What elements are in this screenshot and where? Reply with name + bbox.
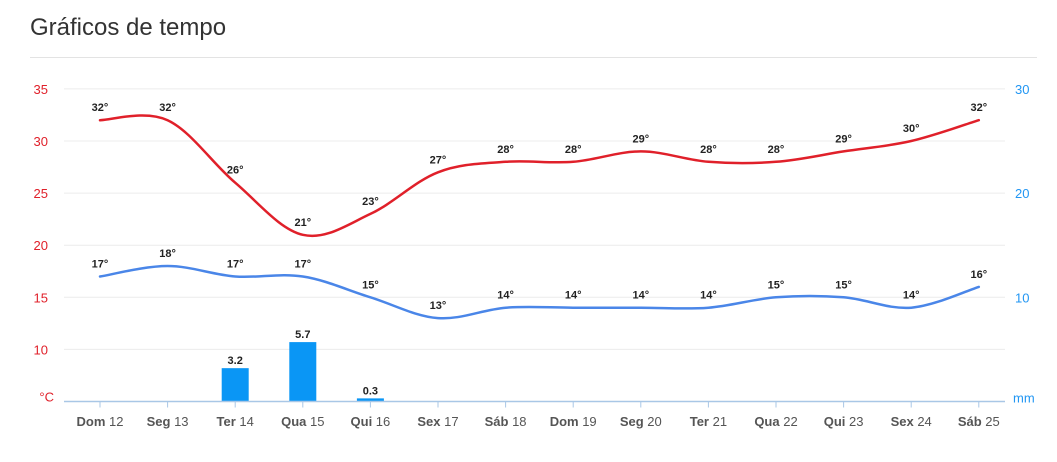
x-axis-label-day: Qui: [351, 414, 373, 429]
x-axis-label-date: 17: [441, 414, 459, 429]
y-left-tick-label: 35: [34, 82, 48, 97]
max-temp-label: 23°: [362, 196, 379, 208]
x-axis-label-day: Dom: [550, 414, 579, 429]
y-right-tick-label: 10: [1015, 290, 1029, 305]
precip-bar: [221, 368, 249, 402]
x-axis-label: Qui 16: [351, 414, 391, 429]
max-temp-label: 21°: [294, 217, 311, 229]
x-axis-label-day: Seg: [620, 414, 644, 429]
min-temp-label: 17°: [227, 258, 244, 270]
x-axis-label-day: Sex: [891, 414, 915, 429]
y-right-tick-label: 20: [1015, 186, 1029, 201]
temperature-lines: [98, 114, 981, 320]
x-axis-label: Qui 23: [824, 414, 864, 429]
x-axis-label-date: 23: [845, 414, 863, 429]
x-axis-label-date: 24: [914, 414, 932, 429]
precip-bar: [289, 342, 317, 402]
max-temp-label: 29°: [632, 133, 649, 145]
min-temp-label: 17°: [294, 258, 311, 270]
precipitation-bars: [221, 342, 384, 402]
max-temp-label: 28°: [700, 144, 717, 156]
y-axis-left: 35 30 25 20 15 10 °C: [34, 82, 54, 405]
y-right-tick-label: 30: [1015, 82, 1029, 97]
max-temp-label: 28°: [497, 144, 514, 156]
y-left-tick-label: 15: [34, 290, 48, 305]
min-temp-label: 15°: [835, 279, 852, 291]
min-temp-label: 15°: [768, 279, 785, 291]
x-axis-label-date: 18: [508, 414, 526, 429]
y-left-tick-label: 10: [34, 342, 48, 357]
min-temp-label: 17°: [92, 258, 109, 270]
title-divider: [30, 57, 1037, 58]
y-axis-right: 30 20 10 mm: [1013, 82, 1035, 406]
x-axis-label-date: 25: [982, 414, 1000, 429]
max-temp-label: 28°: [768, 144, 785, 156]
max-temp-line: [98, 114, 981, 238]
min-temp-line: [98, 264, 981, 320]
x-axis-label: Seg 20: [620, 414, 662, 429]
y-left-tick-label: 20: [34, 238, 48, 253]
x-axis-label: Seg 13: [147, 414, 189, 429]
max-temp-label: 30°: [903, 123, 920, 135]
x-axis-label-day: Sáb: [958, 414, 982, 429]
x-axis-label: Qua 15: [281, 414, 324, 429]
x-axis-label: Sex 24: [891, 414, 932, 429]
precip-bar: [356, 398, 384, 402]
x-axis-label: Qua 22: [754, 414, 797, 429]
x-axis-label-day: Sex: [417, 414, 441, 429]
min-temp-label: 18°: [159, 248, 176, 260]
x-axis-label-date: 21: [709, 414, 727, 429]
x-axis-label-date: 15: [306, 414, 324, 429]
x-axis-label: Dom 12: [77, 414, 124, 429]
max-temp-label: 29°: [835, 133, 852, 145]
precip-bar-label: 3.2: [228, 355, 243, 367]
x-axis-label: Sáb 18: [485, 414, 527, 429]
min-temp-label: 15°: [362, 279, 379, 291]
x-axis-label: Ter 21: [690, 414, 727, 429]
y-left-unit-label: °C: [39, 390, 54, 405]
precip-bar-label: 5.7: [295, 329, 310, 341]
x-axis-label-day: Sáb: [485, 414, 509, 429]
x-axis-label-date: 13: [170, 414, 188, 429]
min-temp-label: 14°: [565, 290, 582, 302]
max-temp-label: 32°: [159, 102, 176, 114]
min-temp-label: 14°: [903, 290, 920, 302]
max-temp-label: 32°: [92, 102, 109, 114]
x-axis-label-date: 20: [644, 414, 662, 429]
min-temp-label: 14°: [497, 290, 514, 302]
x-axis-label: Ter 14: [217, 414, 254, 429]
x-axis: Dom 12 Seg 13 Ter 14 Qua 15 Qui 16 Sex 17 Sáb …: [64, 400, 1005, 429]
x-axis-label-date: 19: [579, 414, 597, 429]
x-axis-label-date: 14: [236, 414, 254, 429]
x-axis-label-day: Qua: [754, 414, 780, 429]
max-temp-label: 32°: [970, 102, 987, 114]
x-axis-label: Sex 17: [417, 414, 458, 429]
grid-lines: [64, 88, 1005, 350]
x-axis-label: Dom 19: [550, 414, 597, 429]
min-temp-label: 14°: [632, 290, 649, 302]
max-temp-label: 28°: [565, 144, 582, 156]
x-axis-label-day: Ter: [217, 414, 236, 429]
precip-bar-label: 0.3: [363, 385, 378, 397]
min-temp-label: 13°: [430, 300, 447, 312]
data-labels: 3.2 5.7 0.3 32° 32° 26° 21° 23° 27° 28° 28° 29° 28° 2…: [92, 102, 987, 397]
min-temp-label: 14°: [700, 290, 717, 302]
x-axis-label-date: 16: [372, 414, 390, 429]
y-right-unit-label: mm: [1013, 391, 1035, 406]
min-temp-label: 16°: [970, 269, 987, 281]
y-left-tick-label: 25: [34, 186, 48, 201]
max-temp-label: 26°: [227, 165, 244, 177]
x-axis-label-day: Qua: [281, 414, 307, 429]
y-left-tick-label: 30: [34, 134, 48, 149]
x-axis-label-day: Dom: [77, 414, 106, 429]
x-axis-label-date: 12: [105, 414, 123, 429]
x-axis-label-day: Ter: [690, 414, 709, 429]
x-axis-label: Sáb 25: [958, 414, 1000, 429]
x-axis-label-date: 22: [780, 414, 798, 429]
max-temp-label: 27°: [430, 154, 447, 166]
x-axis-label-day: Qui: [824, 414, 846, 429]
page-title: Gráficos de tempo: [30, 14, 227, 41]
x-axis-label-day: Seg: [147, 414, 171, 429]
